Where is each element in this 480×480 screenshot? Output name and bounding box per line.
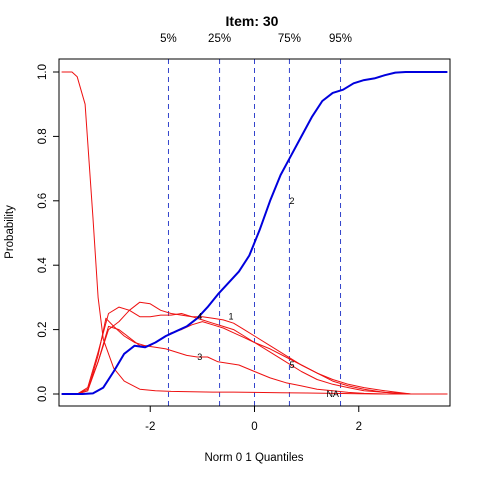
- y-tick-label: 0.2: [37, 322, 49, 338]
- quantile-label: 5%: [160, 33, 177, 45]
- y-tick-label: 0.4: [37, 257, 49, 274]
- distractor-line-4: [61, 317, 448, 395]
- y-tick-label: 0.8: [37, 128, 49, 144]
- x-axis: -2 0 2: [145, 406, 362, 433]
- curve-label: 3: [197, 352, 202, 362]
- quantile-labels: 5% 25% 75% 95%: [160, 33, 352, 45]
- y-tick-label: 0.6: [37, 193, 49, 209]
- quantile-lines: [167, 59, 342, 406]
- x-tick-label: 2: [356, 421, 362, 433]
- curve-labels: 2 4 1 3 5 NA: [197, 196, 339, 399]
- distractor-curves: [61, 71, 448, 395]
- curve-label: 4: [197, 312, 202, 322]
- chart-title: Item: 30: [226, 13, 279, 29]
- distractor-line-2: [61, 306, 448, 395]
- y-axis: 0.0 0.2 0.4 0.6 0.8 1.0: [37, 64, 59, 402]
- correct-option-line: [61, 71, 448, 395]
- quantile-label: 95%: [329, 33, 352, 45]
- quantile-label: 25%: [208, 33, 231, 45]
- distractor-line-3: [61, 301, 448, 395]
- y-axis-label: Probability: [4, 205, 16, 259]
- curve-label: 2: [290, 196, 295, 206]
- x-tick-label: -2: [145, 421, 155, 433]
- curve-label: NA: [326, 389, 339, 399]
- correct-option-curve: [61, 71, 448, 395]
- curve-label: 1: [229, 312, 234, 322]
- curve-label: 5: [290, 360, 295, 370]
- x-axis-label: Norm 0 1 Quantiles: [204, 452, 303, 464]
- y-tick-label: 0.0: [37, 386, 49, 402]
- distractor-line-1: [61, 71, 448, 395]
- quantile-label: 75%: [278, 33, 301, 45]
- distractor-line-5: [61, 321, 448, 395]
- x-tick-label: 0: [251, 421, 257, 433]
- y-tick-label: 1.0: [37, 64, 49, 80]
